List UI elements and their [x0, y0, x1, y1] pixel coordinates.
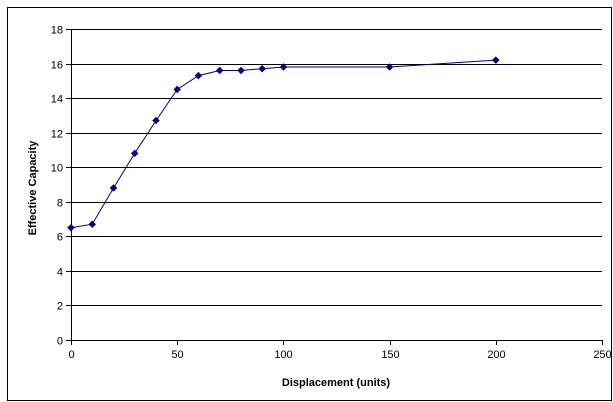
data-point — [152, 116, 160, 125]
x-tick-label: 150 — [381, 349, 399, 361]
data-point — [109, 184, 118, 192]
data-series — [67, 56, 500, 232]
x-tick-label: 250 — [593, 349, 611, 361]
chart-border — [7, 7, 612, 401]
data-point — [130, 149, 139, 158]
data-point — [173, 85, 182, 94]
data-point — [194, 71, 203, 80]
x-tick-label: 0 — [68, 349, 74, 361]
y-tick-label: 6 — [57, 232, 63, 244]
x-tick-label: 50 — [171, 349, 183, 361]
data-point — [279, 63, 288, 71]
y-tick-label: 18 — [51, 25, 63, 37]
x-tick-label: 100 — [274, 349, 292, 361]
gridlines — [71, 29, 602, 306]
x-axis-title: Displacement (units) — [282, 377, 391, 389]
y-tick-label: 2 — [57, 301, 63, 313]
data-point — [258, 64, 267, 73]
y-axis-title: Effective Capacity — [27, 140, 39, 236]
data-point — [491, 56, 500, 64]
y-tick-label: 12 — [51, 129, 63, 141]
y-tick-label: 0 — [57, 336, 63, 348]
data-point — [67, 223, 75, 232]
y-tick-label: 14 — [51, 94, 63, 106]
data-point — [385, 63, 394, 71]
data-point — [88, 220, 97, 229]
axes — [66, 29, 603, 345]
y-tick-label: 10 — [51, 163, 63, 175]
data-point — [237, 66, 245, 75]
y-tick-label: 16 — [51, 60, 63, 72]
data-point — [215, 66, 224, 75]
tick-labels: 0 2 4 6 8 10 12 14 16 18 0 50 100 150 200 250 — [51, 25, 612, 362]
x-tick-label: 200 — [487, 349, 505, 361]
y-tick-label: 4 — [57, 267, 63, 279]
y-tick-label: 8 — [57, 198, 63, 210]
